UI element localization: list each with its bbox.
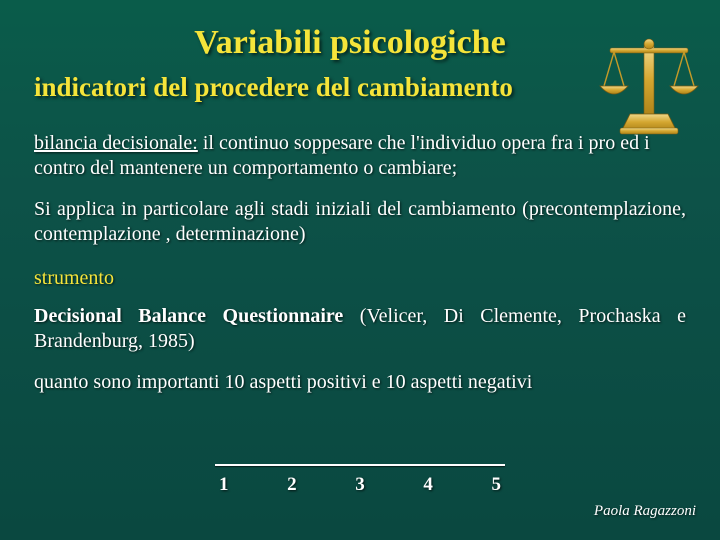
paragraph-definition: bilancia decisionale: il continuo soppes… — [34, 131, 686, 181]
questionnaire-name: Decisional Balance Questionnaire — [34, 305, 343, 327]
slide-subtitle: indicatori del procedere del cambiamento — [34, 72, 686, 103]
scale-num-2: 2 — [287, 474, 297, 496]
scale-num-3: 3 — [355, 474, 365, 496]
paragraph-aspects: quanto sono importanti 10 aspetti positi… — [34, 370, 686, 395]
paragraph-questionnaire: Decisional Balance Questionnaire (Velice… — [34, 304, 686, 354]
author-credit: Paola Ragazzoni — [594, 503, 696, 520]
scale-num-1: 1 — [219, 474, 229, 496]
scale-divider — [215, 464, 505, 466]
instrument-label: strumento — [34, 267, 686, 290]
balance-scales-icon — [594, 38, 704, 138]
term-bilancia: bilancia decisionale: — [34, 132, 198, 154]
paragraph-application: Si applica in particolare agli stadi ini… — [34, 197, 686, 247]
scale-num-4: 4 — [423, 474, 433, 496]
scale-num-5: 5 — [492, 474, 502, 496]
likert-scale: 1 2 3 4 5 — [215, 464, 505, 496]
slide-title: Variabili psicologiche — [14, 24, 686, 62]
